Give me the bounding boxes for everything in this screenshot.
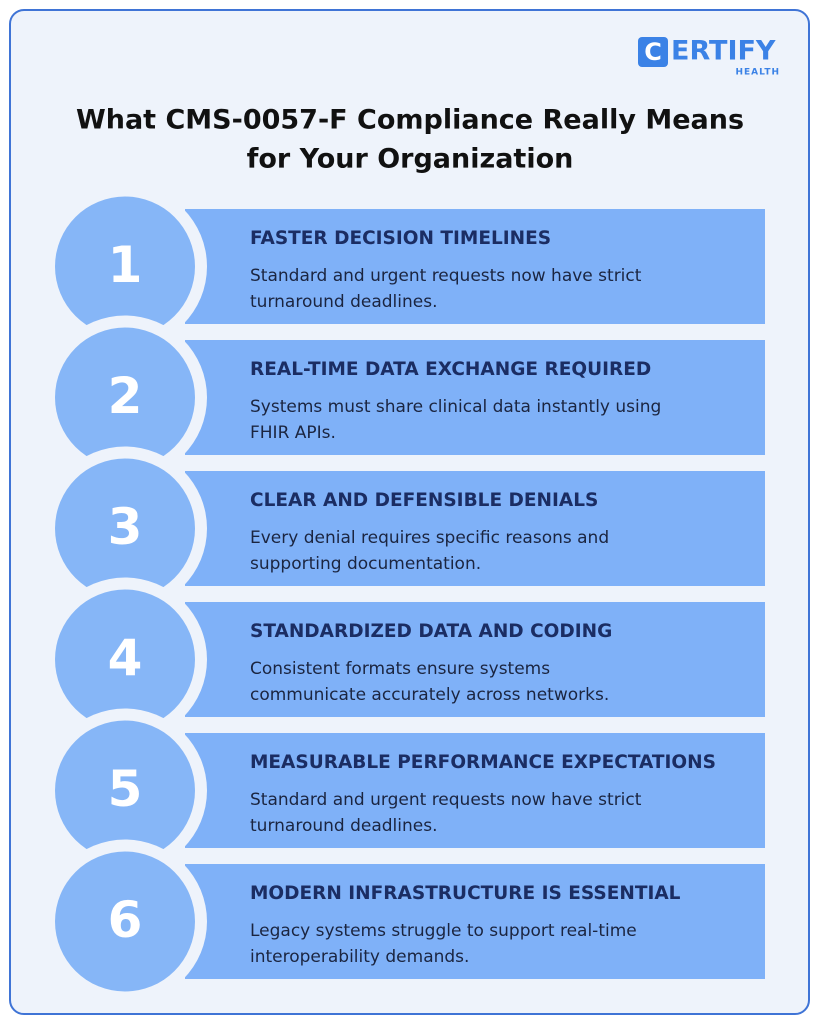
- item-description: Standard and urgent requests now have st…: [250, 790, 642, 810]
- item-band: [185, 733, 765, 848]
- number-circle: [55, 458, 195, 599]
- item-heading: REAL-TIME DATA EXCHANGE REQUIRED: [250, 359, 651, 380]
- item-number: 2: [108, 367, 143, 425]
- item-heading: FASTER DECISION TIMELINES: [250, 228, 551, 249]
- item-description: turnaround deadlines.: [250, 816, 437, 836]
- item-description: FHIR APIs.: [250, 423, 336, 443]
- item-description: communicate accurately across networks.: [250, 685, 609, 705]
- item-number: 3: [108, 498, 143, 556]
- item-description: Systems must share clinical data instant…: [250, 397, 661, 417]
- item-band: [185, 209, 765, 324]
- title: What CMS-0057-F Compliance Really Means: [76, 105, 744, 136]
- number-circle: [55, 589, 195, 730]
- logo-text: ERTIFY: [671, 36, 776, 67]
- title: for Your Organization: [247, 144, 574, 175]
- item-heading: CLEAR AND DEFENSIBLE DENIALS: [250, 490, 598, 511]
- item-description: Every denial requires specific reasons a…: [250, 528, 609, 548]
- logo-subtext: HEALTH: [735, 68, 780, 78]
- item-band: [185, 602, 765, 717]
- item-heading: STANDARDIZED DATA AND CODING: [250, 621, 612, 642]
- number-circle: [55, 196, 195, 337]
- number-circle: [55, 720, 195, 861]
- item-description: supporting documentation.: [250, 554, 481, 574]
- item-description: interoperability demands.: [250, 947, 469, 967]
- item-heading: MODERN INFRASTRUCTURE IS ESSENTIAL: [250, 883, 681, 904]
- item-number: 4: [108, 629, 143, 687]
- item-band: [185, 471, 765, 586]
- number-circle: [55, 327, 195, 468]
- item-number: 5: [108, 760, 143, 818]
- number-circle: [55, 851, 195, 992]
- item-description: Standard and urgent requests now have st…: [250, 266, 642, 286]
- logo-mark: C: [644, 38, 662, 66]
- item-heading: MEASURABLE PERFORMANCE EXPECTATIONS: [250, 752, 716, 773]
- item-band: [185, 864, 765, 979]
- item-description: Consistent formats ensure systems: [250, 659, 550, 679]
- item-description: Legacy systems struggle to support real-…: [250, 921, 637, 941]
- item-description: turnaround deadlines.: [250, 292, 437, 312]
- item-number: 1: [108, 236, 143, 294]
- logo-box: [638, 37, 668, 67]
- item-number: 6: [108, 891, 143, 949]
- item-band: [185, 340, 765, 455]
